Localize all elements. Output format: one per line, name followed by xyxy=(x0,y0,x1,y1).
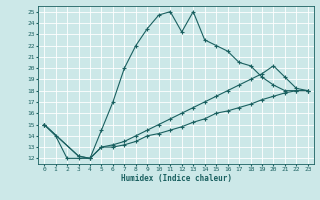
X-axis label: Humidex (Indice chaleur): Humidex (Indice chaleur) xyxy=(121,174,231,183)
